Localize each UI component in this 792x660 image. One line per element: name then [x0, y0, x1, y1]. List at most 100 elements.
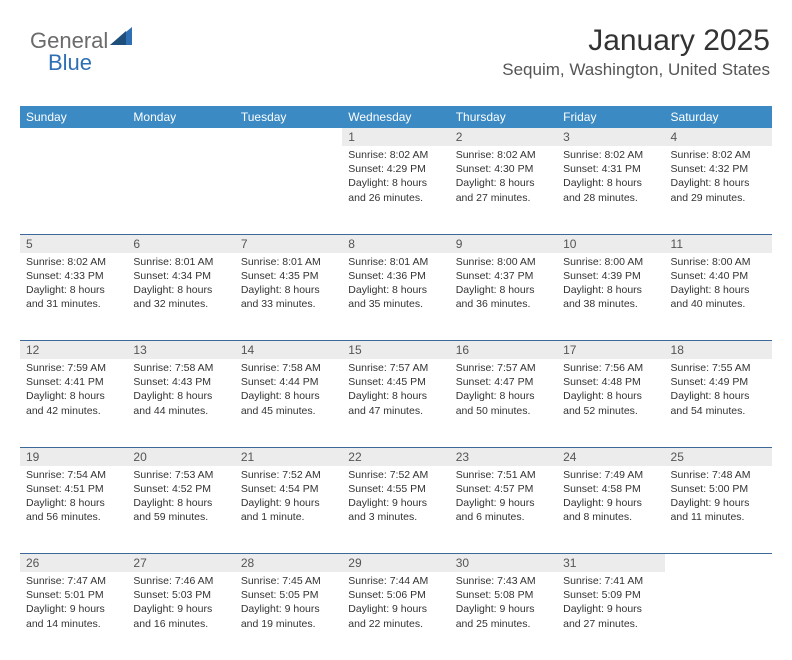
- day-content-row: Sunrise: 8:02 AMSunset: 4:29 PMDaylight:…: [20, 146, 772, 234]
- sunrise-text: Sunrise: 7:49 AM: [563, 468, 658, 482]
- day-number-cell: [20, 128, 127, 146]
- sunset-text: Sunset: 4:45 PM: [348, 375, 443, 389]
- daylight-text-1: Daylight: 9 hours: [26, 602, 121, 616]
- brand-logo: General Blue: [30, 28, 132, 54]
- day-number-cell: [665, 554, 772, 573]
- day-number-row: 19202122232425: [20, 447, 772, 466]
- daylight-text-2: and 19 minutes.: [241, 617, 336, 631]
- day-number-cell: 3: [557, 128, 664, 146]
- sunrise-text: Sunrise: 8:00 AM: [671, 255, 766, 269]
- sunset-text: Sunset: 4:41 PM: [26, 375, 121, 389]
- sunset-text: Sunset: 4:37 PM: [456, 269, 551, 283]
- daylight-text-2: and 14 minutes.: [26, 617, 121, 631]
- day-content-cell: Sunrise: 7:43 AMSunset: 5:08 PMDaylight:…: [450, 572, 557, 660]
- daylight-text-2: and 33 minutes.: [241, 297, 336, 311]
- sunrise-text: Sunrise: 8:02 AM: [671, 148, 766, 162]
- daylight-text-1: Daylight: 9 hours: [563, 496, 658, 510]
- daylight-text-1: Daylight: 9 hours: [563, 602, 658, 616]
- weekday-header: Thursday: [450, 106, 557, 128]
- sunrise-text: Sunrise: 7:48 AM: [671, 468, 766, 482]
- daylight-text-2: and 22 minutes.: [348, 617, 443, 631]
- day-content-cell: Sunrise: 7:56 AMSunset: 4:48 PMDaylight:…: [557, 359, 664, 447]
- daylight-text-1: Daylight: 8 hours: [671, 389, 766, 403]
- day-content-cell: Sunrise: 7:51 AMSunset: 4:57 PMDaylight:…: [450, 466, 557, 554]
- day-content-row: Sunrise: 8:02 AMSunset: 4:33 PMDaylight:…: [20, 253, 772, 341]
- daylight-text-1: Daylight: 8 hours: [563, 283, 658, 297]
- sunset-text: Sunset: 4:47 PM: [456, 375, 551, 389]
- day-number-cell: 19: [20, 447, 127, 466]
- sunrise-text: Sunrise: 7:46 AM: [133, 574, 228, 588]
- sunrise-text: Sunrise: 7:57 AM: [456, 361, 551, 375]
- sunset-text: Sunset: 4:43 PM: [133, 375, 228, 389]
- sunset-text: Sunset: 4:33 PM: [26, 269, 121, 283]
- day-content-cell: Sunrise: 7:59 AMSunset: 4:41 PMDaylight:…: [20, 359, 127, 447]
- daylight-text-1: Daylight: 8 hours: [563, 176, 658, 190]
- daylight-text-1: Daylight: 8 hours: [241, 389, 336, 403]
- day-number-cell: 30: [450, 554, 557, 573]
- sunset-text: Sunset: 4:58 PM: [563, 482, 658, 496]
- logo-triangle-icon: [110, 27, 132, 45]
- daylight-text-2: and 29 minutes.: [671, 191, 766, 205]
- day-content-cell: Sunrise: 8:02 AMSunset: 4:29 PMDaylight:…: [342, 146, 449, 234]
- weekday-header: Friday: [557, 106, 664, 128]
- daylight-text-1: Daylight: 9 hours: [456, 496, 551, 510]
- sunset-text: Sunset: 5:05 PM: [241, 588, 336, 602]
- daylight-text-1: Daylight: 9 hours: [456, 602, 551, 616]
- daylight-text-2: and 52 minutes.: [563, 404, 658, 418]
- daylight-text-1: Daylight: 9 hours: [348, 496, 443, 510]
- day-content-cell: Sunrise: 7:52 AMSunset: 4:55 PMDaylight:…: [342, 466, 449, 554]
- sunrise-text: Sunrise: 7:52 AM: [348, 468, 443, 482]
- sunrise-text: Sunrise: 8:02 AM: [348, 148, 443, 162]
- weekday-header-row: Sunday Monday Tuesday Wednesday Thursday…: [20, 106, 772, 128]
- sunset-text: Sunset: 4:52 PM: [133, 482, 228, 496]
- day-number-cell: 23: [450, 447, 557, 466]
- daylight-text-1: Daylight: 8 hours: [348, 389, 443, 403]
- day-content-row: Sunrise: 7:47 AMSunset: 5:01 PMDaylight:…: [20, 572, 772, 660]
- day-number-cell: 4: [665, 128, 772, 146]
- daylight-text-2: and 28 minutes.: [563, 191, 658, 205]
- day-number-cell: 17: [557, 341, 664, 360]
- sunrise-text: Sunrise: 8:00 AM: [563, 255, 658, 269]
- daylight-text-1: Daylight: 8 hours: [26, 496, 121, 510]
- daylight-text-1: Daylight: 8 hours: [348, 176, 443, 190]
- daylight-text-2: and 54 minutes.: [671, 404, 766, 418]
- day-number-row: 567891011: [20, 234, 772, 253]
- daylight-text-1: Daylight: 9 hours: [671, 496, 766, 510]
- daylight-text-1: Daylight: 8 hours: [671, 283, 766, 297]
- header-right: January 2025 Sequim, Washington, United …: [502, 24, 770, 80]
- sunset-text: Sunset: 4:48 PM: [563, 375, 658, 389]
- day-number-cell: 22: [342, 447, 449, 466]
- day-number-cell: 25: [665, 447, 772, 466]
- day-content-cell: Sunrise: 8:02 AMSunset: 4:32 PMDaylight:…: [665, 146, 772, 234]
- day-number-cell: 18: [665, 341, 772, 360]
- day-number-cell: 6: [127, 234, 234, 253]
- day-content-row: Sunrise: 7:54 AMSunset: 4:51 PMDaylight:…: [20, 466, 772, 554]
- sunset-text: Sunset: 5:08 PM: [456, 588, 551, 602]
- daylight-text-1: Daylight: 9 hours: [133, 602, 228, 616]
- day-number-cell: 14: [235, 341, 342, 360]
- daylight-text-1: Daylight: 8 hours: [133, 283, 228, 297]
- weekday-header: Saturday: [665, 106, 772, 128]
- weekday-header: Tuesday: [235, 106, 342, 128]
- day-content-cell: Sunrise: 7:58 AMSunset: 4:44 PMDaylight:…: [235, 359, 342, 447]
- sunrise-text: Sunrise: 7:52 AM: [241, 468, 336, 482]
- daylight-text-1: Daylight: 8 hours: [348, 283, 443, 297]
- daylight-text-2: and 3 minutes.: [348, 510, 443, 524]
- daylight-text-2: and 16 minutes.: [133, 617, 228, 631]
- sunset-text: Sunset: 4:54 PM: [241, 482, 336, 496]
- day-content-cell: Sunrise: 7:49 AMSunset: 4:58 PMDaylight:…: [557, 466, 664, 554]
- sunset-text: Sunset: 4:29 PM: [348, 162, 443, 176]
- day-content-cell: Sunrise: 7:53 AMSunset: 4:52 PMDaylight:…: [127, 466, 234, 554]
- daylight-text-1: Daylight: 8 hours: [26, 389, 121, 403]
- day-content-cell: [665, 572, 772, 660]
- day-content-cell: Sunrise: 7:52 AMSunset: 4:54 PMDaylight:…: [235, 466, 342, 554]
- day-content-cell: Sunrise: 7:54 AMSunset: 4:51 PMDaylight:…: [20, 466, 127, 554]
- sunrise-text: Sunrise: 7:55 AM: [671, 361, 766, 375]
- day-number-cell: 31: [557, 554, 664, 573]
- day-number-cell: 21: [235, 447, 342, 466]
- sunset-text: Sunset: 4:36 PM: [348, 269, 443, 283]
- day-number-cell: 29: [342, 554, 449, 573]
- daylight-text-1: Daylight: 8 hours: [456, 389, 551, 403]
- day-content-cell: Sunrise: 7:57 AMSunset: 4:47 PMDaylight:…: [450, 359, 557, 447]
- daylight-text-2: and 59 minutes.: [133, 510, 228, 524]
